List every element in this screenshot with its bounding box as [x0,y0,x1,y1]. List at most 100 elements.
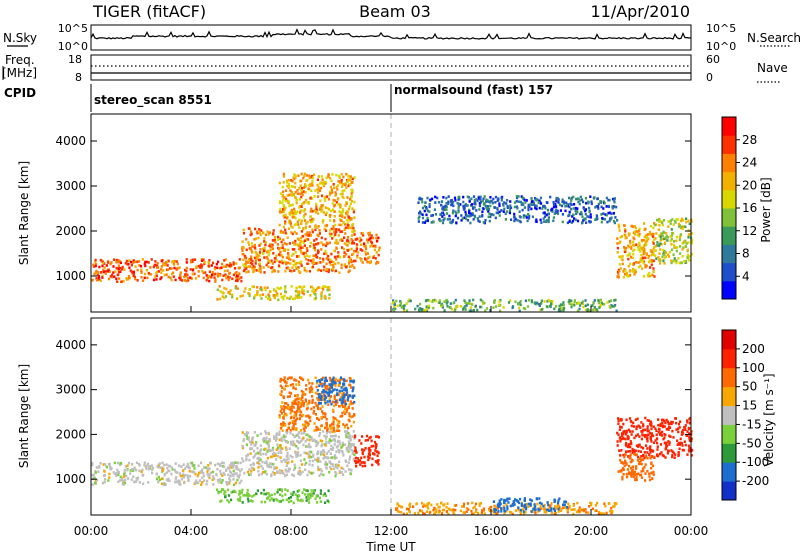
data-cell [613,504,616,508]
data-cell [296,494,299,498]
data-cell [658,234,661,237]
data-cell [503,501,506,505]
data-cell [297,174,300,177]
data-cell [265,460,268,463]
data-cell [317,398,320,402]
data-cell [297,255,300,258]
data-cell [624,234,627,237]
data-cell [445,208,448,211]
data-cell [313,297,316,301]
data-cell [331,434,334,438]
data-cell [308,381,311,385]
data-cell [649,422,652,426]
data-cell [372,444,375,448]
data-cell [334,233,337,236]
data-cell [588,309,591,312]
data-cell [555,196,558,200]
data-cell [348,412,351,415]
data-cell [126,263,129,266]
data-cell [322,285,325,288]
data-cell [490,213,493,216]
data-cell [462,204,465,208]
data-cell [638,234,641,238]
data-cell [658,258,662,261]
data-cell [282,405,285,408]
data-cell [318,496,321,500]
data-cell [352,252,355,256]
data-cell [328,394,331,397]
data-cell [282,435,285,438]
data-cell [238,481,241,485]
data-cell [321,410,324,413]
data-cell [468,210,471,213]
colorbar-swatch [722,117,736,136]
data-cell [174,477,177,481]
data-cell [299,211,302,214]
data-cell [584,304,587,308]
data-cell [319,382,322,386]
data-cell [589,213,592,216]
data-cell [690,252,693,256]
data-cell [166,264,169,267]
colorbar-tick-label: 28 [742,133,757,147]
data-cell [325,435,328,438]
data-cell [552,216,555,219]
data-cell [546,208,550,212]
data-cell [345,387,348,390]
data-cell [487,207,490,211]
data-cell [274,290,278,293]
data-cell [392,301,395,304]
data-cell [161,477,164,480]
data-cell [339,219,342,222]
data-cell [425,510,428,513]
data-cell [323,492,326,495]
data-cell [285,242,288,246]
data-cell [324,249,327,253]
data-cell [277,270,280,273]
data-cell [562,506,565,510]
data-cell [340,237,343,241]
data-cell [319,460,322,463]
data-cell [285,216,288,220]
data-cell [332,208,335,211]
data-cell [462,505,465,508]
data-cell [208,279,211,283]
data-cell [334,194,337,197]
data-cell [311,228,314,231]
data-cell [290,409,293,412]
data-cell [297,223,300,226]
data-cell [294,398,297,401]
data-cell [298,187,301,190]
data-cell [538,199,541,203]
data-cell [283,208,286,211]
data-cell [311,464,314,467]
data-cell [428,203,431,206]
data-cell [347,394,350,397]
data-cell [323,379,326,383]
data-cell [294,265,298,269]
colorbar-tick-label: 20 [742,178,757,192]
data-cell [251,436,254,439]
data-cell [322,268,325,272]
data-cell [522,307,525,310]
data-cell [279,456,282,459]
data-cell [629,241,632,245]
data-cell [359,257,362,260]
data-cell [289,454,292,458]
data-cell [341,185,344,188]
data-cell [345,243,348,246]
data-cell [235,466,239,470]
data-cell [256,434,259,437]
data-cell [306,201,309,204]
data-cell [617,276,620,279]
data-cell [650,462,653,466]
data-cell [494,508,497,512]
data-cell [436,196,439,200]
data-cell [273,437,276,440]
data-cell [336,401,339,404]
data-cell [348,383,351,387]
data-cell [145,268,148,272]
data-cell [294,212,298,216]
data-cell [648,259,651,263]
data-cell [505,510,508,513]
